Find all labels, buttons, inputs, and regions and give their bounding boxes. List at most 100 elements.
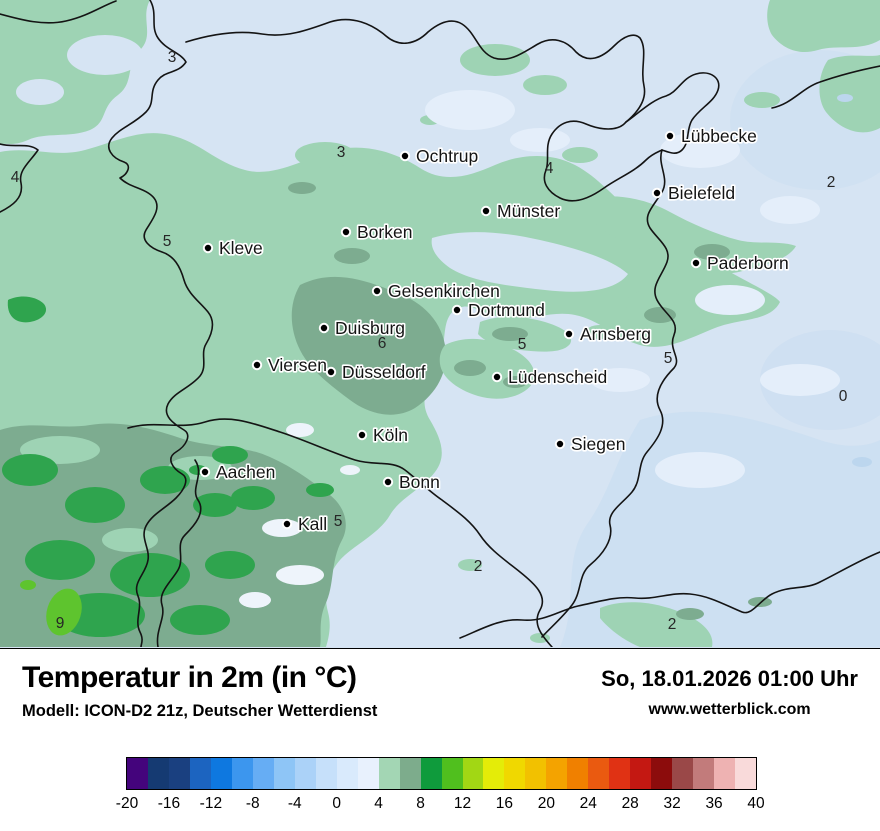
valid-datetime: So, 18.01.2026 01:00 Uhr xyxy=(601,666,858,691)
city-label: Gelsenkirchen xyxy=(388,281,500,301)
city-label: Viersen xyxy=(268,355,327,375)
colorbar-tick: -20 xyxy=(115,795,139,812)
city-marker-köln: Köln xyxy=(356,423,410,447)
temp-area-value: 2 xyxy=(827,174,836,191)
city-marker-düsseldorf: Düsseldorf xyxy=(325,360,427,384)
city-marker-dortmund: Dortmund xyxy=(451,298,546,322)
temp-area-value: 6 xyxy=(378,335,387,352)
colorbar-tick: 8 xyxy=(416,795,425,812)
city-dot-icon xyxy=(340,226,352,238)
colorbar-tick: 0 xyxy=(332,795,341,812)
temp-area-value: 4 xyxy=(11,169,20,186)
city-label: Kall xyxy=(298,514,327,534)
datetime-block: So, 18.01.2026 01:00 Uhr www.wetterblick… xyxy=(601,661,858,719)
colorbar-tick: 12 xyxy=(453,795,472,812)
city-dot-icon xyxy=(690,257,702,269)
colorbar-segment xyxy=(315,758,337,789)
colorbar-segment xyxy=(504,758,526,789)
city-dot-icon xyxy=(325,366,337,378)
city-marker-lüdenscheid: Lüdenscheid xyxy=(491,365,609,389)
city-dot-icon xyxy=(399,150,411,162)
colorbar-segment xyxy=(567,758,589,789)
temp-area-value: 0 xyxy=(839,388,848,405)
city-label: Dortmund xyxy=(468,300,545,320)
colorbar-segment xyxy=(273,758,295,789)
city-label: Köln xyxy=(373,425,408,445)
city-marker-ochtrup: Ochtrup xyxy=(399,144,480,168)
colorbar-segment xyxy=(609,758,631,789)
city-label: Kleve xyxy=(219,238,263,258)
city-dot-icon xyxy=(356,429,368,441)
title-block: Temperatur in 2m (in °C) Modell: ICON-D2… xyxy=(22,661,377,721)
terrain-regions xyxy=(0,0,880,647)
colorbar-tick: 40 xyxy=(747,795,765,812)
city-marker-gelsenkirchen: Gelsenkirchen xyxy=(371,279,501,303)
temp-area-value: 3 xyxy=(337,144,346,161)
colorbar-segment xyxy=(399,758,421,789)
colorbar-segment xyxy=(441,758,463,789)
city-label: Düsseldorf xyxy=(342,362,426,382)
city-label: Aachen xyxy=(216,462,275,482)
admin-borders xyxy=(0,0,880,647)
colorbar-tick: 28 xyxy=(621,795,639,812)
city-marker-borken: Borken xyxy=(340,220,414,244)
colorbar-tick: 32 xyxy=(663,795,681,812)
colorbar-segment xyxy=(735,758,757,789)
city-marker-duisburg: Duisburg xyxy=(318,316,407,340)
colorbar-tick: -4 xyxy=(287,795,302,812)
colorbar-segment xyxy=(210,758,232,789)
temperature-map: 3 3 4 4 2 5 6 5 5 0 5 2 9 2 Ochtrup Lübbecke Bielefeld M… xyxy=(0,0,880,649)
city-marker-paderborn: Paderborn xyxy=(690,251,790,275)
city-dot-icon xyxy=(554,438,566,450)
colorbar-segment xyxy=(378,758,400,789)
colorbar-tick: -12 xyxy=(199,795,223,812)
city-label: Ochtrup xyxy=(416,146,478,166)
title-row: Temperatur in 2m (in °C) Modell: ICON-D2… xyxy=(22,661,858,721)
city-label: Borken xyxy=(357,222,412,242)
city-markers: Ochtrup Lübbecke Bielefeld Münster Borken Kle… xyxy=(199,124,790,536)
colorbar-segment xyxy=(651,758,673,789)
colorbar-segment xyxy=(588,758,610,789)
colorbar-segment xyxy=(693,758,715,789)
colorbar-segment xyxy=(525,758,547,789)
temp-area-value: 4 xyxy=(545,160,554,177)
city-dot-icon xyxy=(451,304,463,316)
colorbar-gradient xyxy=(126,757,757,790)
colorbar-segment xyxy=(189,758,211,789)
colorbar-tick-labels: -20 -16 -12 -8 -4 0 4 8 12 16 20 24 28 32 36 40 xyxy=(116,795,765,815)
temp-area-value: 5 xyxy=(518,336,527,353)
website-link: www.wetterblick.com xyxy=(648,701,811,718)
map-title: Temperatur in 2m (in °C) xyxy=(22,661,357,694)
city-label: Lüdenscheid xyxy=(508,367,607,387)
city-dot-icon xyxy=(202,242,214,254)
colorbar-segment xyxy=(672,758,694,789)
city-marker-siegen: Siegen xyxy=(554,432,627,456)
city-dot-icon xyxy=(281,518,293,530)
colorbar-segment xyxy=(714,758,736,789)
colorbar-segment xyxy=(147,758,169,789)
city-marker-kleve: Kleve xyxy=(202,236,264,260)
info-panel: Temperatur in 2m (in °C) Modell: ICON-D2… xyxy=(0,649,880,831)
city-marker-lübbecke: Lübbecke xyxy=(664,124,759,148)
city-marker-kall: Kall xyxy=(281,512,329,536)
temp-area-value: 5 xyxy=(334,513,343,530)
colorbar-tick: -8 xyxy=(245,795,260,812)
city-dot-icon xyxy=(664,130,676,142)
colorbar-tick: 36 xyxy=(705,795,723,812)
city-label: Lübbecke xyxy=(681,126,757,146)
colorbar-segment xyxy=(357,758,379,789)
colorbar-tick: -16 xyxy=(157,795,181,812)
city-label: Paderborn xyxy=(707,253,789,273)
city-label: Duisburg xyxy=(335,318,405,338)
colorbar-tick: 4 xyxy=(374,795,383,812)
city-marker-arnsberg: Arnsberg xyxy=(563,322,653,346)
city-label: Bonn xyxy=(399,472,440,492)
temperature-value-labels: 3 3 4 4 2 5 6 5 5 0 5 2 9 2 xyxy=(11,49,848,633)
colorbar-segment xyxy=(462,758,484,789)
city-dot-icon xyxy=(563,328,575,340)
temp-area-value: 2 xyxy=(668,616,677,633)
colorbar-segment xyxy=(546,758,568,789)
city-marker-viersen: Viersen xyxy=(251,353,329,377)
temp-area-value: 9 xyxy=(56,615,65,632)
